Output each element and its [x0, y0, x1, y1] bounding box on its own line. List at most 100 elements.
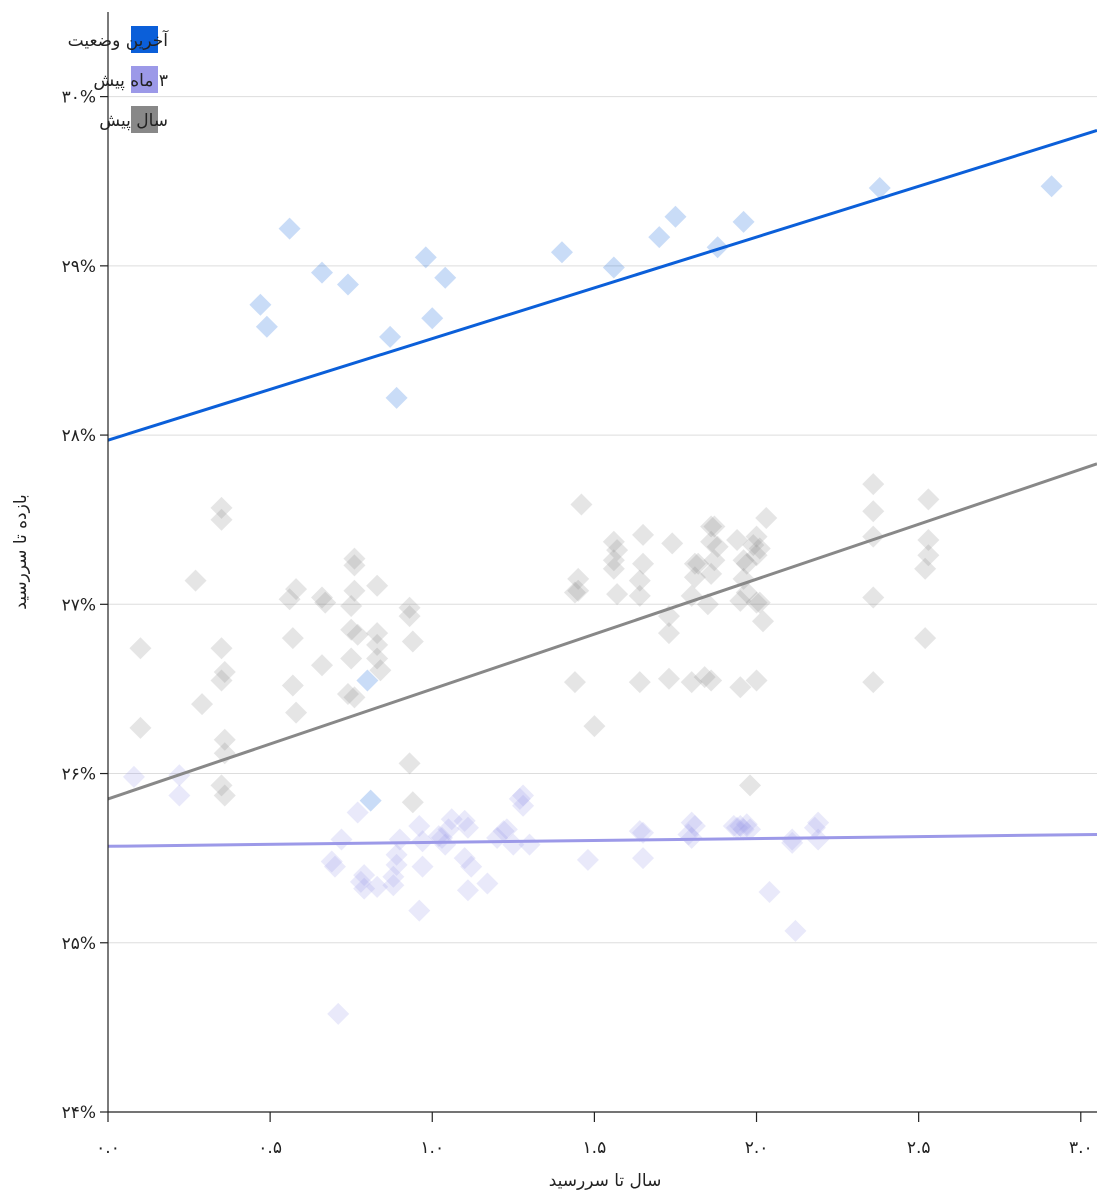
data-point	[628, 671, 651, 694]
data-point	[726, 816, 749, 839]
data-point	[213, 728, 236, 751]
data-point	[453, 847, 476, 870]
data-point	[758, 881, 781, 903]
data-point	[687, 552, 710, 575]
data-point	[680, 671, 703, 694]
data-point	[781, 831, 804, 854]
data-point	[129, 637, 152, 660]
data-point	[862, 671, 885, 694]
data-point	[735, 552, 758, 575]
data-point	[210, 669, 233, 692]
data-point	[680, 584, 703, 607]
data-point	[632, 847, 655, 870]
y-tick-label: ۲۶%	[62, 765, 96, 785]
data-point	[683, 566, 706, 589]
data-point	[567, 567, 590, 590]
data-point	[632, 821, 655, 844]
data-point	[726, 529, 749, 551]
data-point	[550, 241, 573, 264]
data-point	[314, 591, 337, 614]
data-point	[213, 661, 236, 683]
data-point	[748, 591, 771, 614]
data-point	[729, 815, 752, 837]
data-point	[602, 256, 625, 279]
data-point	[369, 659, 392, 682]
legend-label: سال پیش	[99, 111, 168, 131]
data-point	[340, 647, 363, 670]
data-point	[434, 266, 457, 289]
data-point	[602, 549, 625, 572]
data-point	[453, 809, 476, 832]
data-point	[437, 818, 460, 841]
data-point	[311, 586, 334, 609]
data-point	[512, 784, 535, 807]
data-point	[868, 177, 891, 199]
data-point	[700, 562, 723, 585]
data-point	[349, 870, 372, 893]
data-point	[385, 386, 408, 409]
data-point	[346, 623, 369, 646]
data-point	[281, 674, 304, 697]
data-point	[382, 874, 405, 897]
data-point	[366, 875, 389, 898]
data-point	[648, 226, 671, 249]
data-point	[191, 693, 214, 716]
data-point	[353, 877, 376, 900]
data-point	[388, 828, 411, 851]
legend-swatch	[131, 66, 158, 93]
data-point	[917, 544, 940, 567]
data-point	[356, 669, 379, 692]
data-point	[576, 848, 599, 871]
data-point	[213, 784, 236, 807]
data-point	[502, 833, 525, 856]
data-point	[752, 610, 775, 633]
data-point	[628, 569, 651, 592]
data-point	[664, 205, 687, 228]
data-point	[398, 596, 421, 619]
data-point	[657, 667, 680, 690]
data-point	[476, 872, 499, 895]
data-point	[1040, 175, 1063, 198]
data-point	[336, 273, 359, 296]
x-tick-label: ۲.۰	[745, 1138, 769, 1158]
data-point	[340, 618, 363, 641]
data-point	[807, 811, 830, 834]
data-point	[807, 828, 830, 851]
data-point	[745, 591, 768, 614]
data-point	[411, 855, 434, 878]
data-point	[745, 525, 768, 548]
y-axis-title: بازده تا سررسید	[11, 494, 31, 609]
data-point	[320, 850, 343, 873]
trend-line	[107, 832, 1097, 848]
data-point	[683, 552, 706, 575]
data-point	[661, 532, 684, 555]
data-point	[862, 586, 885, 609]
data-point	[703, 549, 726, 572]
data-point	[440, 808, 463, 831]
data-point	[606, 583, 629, 606]
data-point	[408, 899, 431, 922]
x-axis-title: سال تا سررسید	[549, 1171, 662, 1191]
legend-label: ۳ ماه پیش	[93, 71, 168, 91]
data-point	[700, 669, 723, 692]
data-point	[567, 579, 590, 602]
data-point	[583, 715, 606, 738]
y-tick-label: ۲۵%	[62, 934, 96, 954]
data-point	[492, 820, 515, 843]
data-point	[700, 530, 723, 553]
data-point	[748, 537, 771, 560]
data-point	[703, 515, 726, 538]
data-point	[862, 473, 885, 496]
data-point	[729, 589, 752, 612]
data-point	[366, 622, 389, 645]
data-point	[343, 579, 366, 602]
x-tick-label: ۰.۵	[258, 1138, 282, 1158]
data-point	[460, 855, 483, 878]
data-point	[398, 752, 421, 775]
data-point	[732, 818, 755, 841]
data-point	[340, 595, 363, 617]
x-tick-label: ۳.۰	[1069, 1138, 1093, 1158]
y-tick-label: ۲۸%	[62, 426, 96, 446]
data-point	[508, 787, 531, 810]
